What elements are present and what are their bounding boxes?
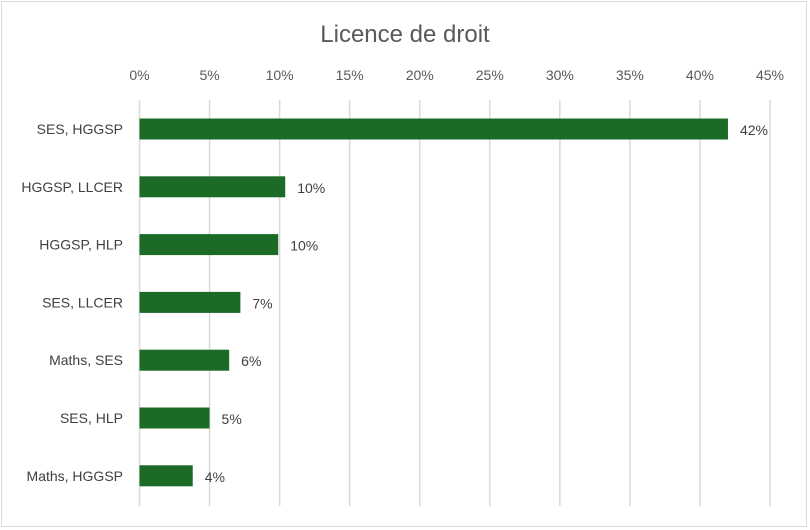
category-label: Maths, SES [49,352,123,368]
data-label: 6% [241,353,261,369]
x-tick-label: 25% [476,67,504,83]
data-label: 10% [297,180,325,196]
bar [139,291,241,313]
bar [139,465,193,487]
category-label: Maths, HGGSP [27,468,123,484]
x-tick-label: 40% [686,67,714,83]
x-tick-label: 0% [129,67,149,83]
category-label: HGGSP, HLP [39,237,123,253]
x-tick-label: 45% [756,67,784,83]
data-label: 7% [252,295,272,311]
bar [139,234,279,256]
data-label: 5% [222,411,242,427]
x-tick-label: 20% [406,67,434,83]
chart-title: Licence de droit [320,21,490,48]
bar [139,349,230,371]
bar [139,118,728,140]
bar [139,176,286,198]
bar [139,407,210,429]
x-tick-label: 5% [199,67,219,83]
x-tick-label: 15% [336,67,364,83]
data-label: 10% [290,238,318,254]
category-label: SES, HGGSP [37,121,123,137]
category-label: SES, LLCER [42,294,123,310]
x-tick-label: 10% [266,67,294,83]
category-label: SES, HLP [60,410,123,426]
data-label: 4% [205,469,225,485]
category-label: HGGSP, LLCER [21,179,123,195]
x-tick-label: 30% [546,67,574,83]
x-tick-label: 35% [616,67,644,83]
data-label: 42% [740,122,768,138]
